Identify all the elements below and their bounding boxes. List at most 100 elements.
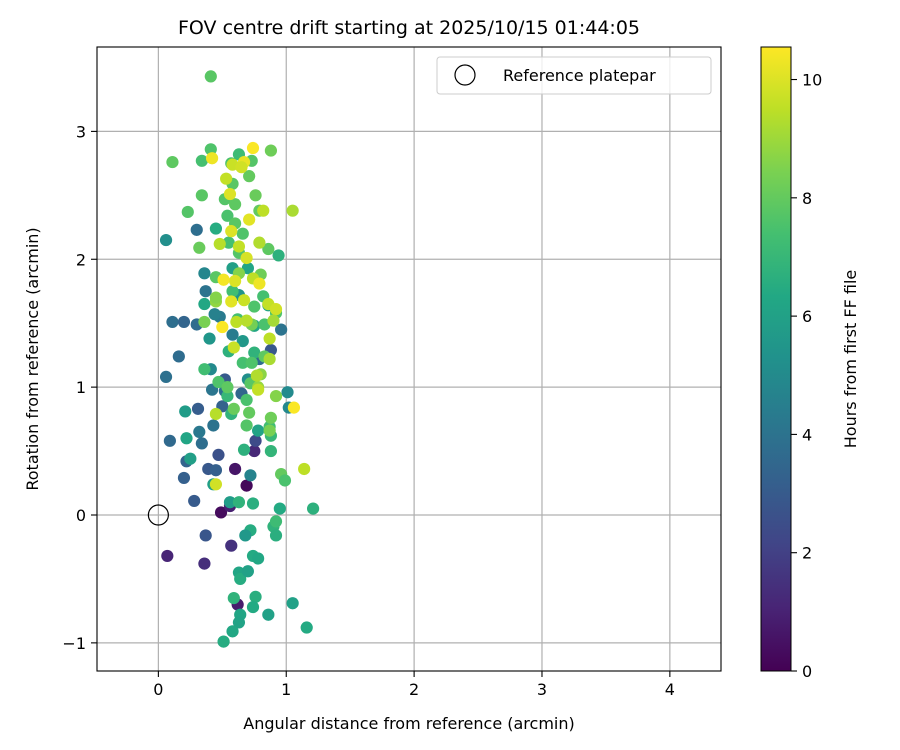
data-point-2-31: [300, 621, 313, 634]
data-point-4-29: [250, 369, 263, 382]
colorbar-tick-label-0: 0: [802, 662, 812, 681]
data-point-3-18: [222, 236, 235, 249]
plot-area: 0 1 2 3 4 −1 0 1 2 3: [62, 46, 722, 699]
colorbar-tick-label-10: 10: [802, 71, 822, 90]
data-point-2-27: [226, 625, 239, 638]
data-point-0-6: [198, 557, 211, 570]
data-point-1-4: [177, 471, 191, 485]
data-point-3-35: [198, 363, 211, 376]
data-point-0-0: [214, 506, 228, 519]
data-point-2-51: [209, 222, 223, 235]
data-point-1-0: [199, 529, 212, 542]
colorbar: 0 2 4 6 8 10 Hours from first FF file: [760, 46, 860, 681]
data-point-3-45: [263, 424, 276, 437]
data-point-2-5: [236, 334, 249, 348]
data-point-0-3: [240, 479, 253, 492]
data-point-3-34: [245, 356, 258, 369]
data-point-3-50: [209, 291, 223, 304]
colorbar-label: Hours from first FF file: [841, 270, 860, 449]
data-point-0-5: [161, 549, 174, 563]
data-point-2-13: [232, 496, 246, 509]
data-point-1-23: [199, 285, 212, 298]
data-point-4-26: [240, 314, 253, 327]
data-point-3-47: [269, 389, 283, 403]
reference-platepar-marker: [147, 504, 169, 526]
data-point-1-27: [226, 328, 239, 341]
data-point-4-7: [257, 204, 270, 217]
colorbar-tick-label-6: 6: [802, 307, 812, 326]
data-point-2-23: [246, 600, 260, 614]
plot-frame: [96, 46, 722, 672]
data-point-4-5: [223, 187, 237, 201]
data-point-2-47: [180, 432, 193, 445]
data-point-2-43: [179, 405, 192, 418]
data-point-3-44: [240, 419, 253, 432]
tick-layer: 0 1 2 3 4 −1 0 1 2 3: [62, 122, 675, 699]
colorbar-ticks: 0 2 4 6 8 10: [791, 71, 822, 681]
data-point-2-48: [272, 249, 285, 262]
data-point-4-32: [287, 401, 301, 414]
data-point-2-12: [223, 496, 237, 509]
reference-layer: [147, 504, 169, 526]
data-point-1-28: [275, 323, 288, 336]
data-point-2-55: [241, 262, 254, 275]
data-point-4-14: [240, 251, 253, 265]
data-point-2-1: [198, 267, 211, 280]
data-point-4-28: [263, 332, 276, 345]
data-point-4-31: [209, 407, 223, 421]
data-point-1-24: [190, 223, 203, 236]
data-point-4-22: [267, 314, 280, 327]
data-point-2-32: [306, 502, 320, 515]
data-point-2-22: [249, 590, 262, 603]
data-point-1-19: [172, 350, 185, 363]
data-point-4-13: [253, 236, 266, 249]
data-point-3-12: [228, 198, 242, 211]
data-point-3-48: [198, 315, 211, 329]
y-tick-label-1: 1: [76, 378, 86, 397]
data-point-2-46: [248, 346, 261, 359]
data-point-4-0: [205, 152, 219, 165]
data-point-4-11: [232, 240, 246, 253]
data-point-1-6: [195, 437, 208, 450]
data-point-2-37: [264, 444, 278, 458]
y-tick-label-0: 0: [76, 506, 86, 525]
data-point-3-43: [278, 474, 292, 487]
legend-box: [436, 56, 712, 95]
data-point-3-15: [221, 209, 234, 222]
data-point-4-10: [225, 225, 238, 238]
data-point-2-50: [198, 297, 211, 311]
legend-entry-reference: Reference platepar: [503, 66, 656, 85]
points-layer: [159, 70, 320, 648]
data-point-2-33: [273, 502, 286, 515]
data-point-4-34: [209, 478, 223, 491]
data-point-2-35: [269, 515, 283, 528]
data-point-0-2: [228, 462, 242, 476]
data-point-3-32: [236, 356, 249, 369]
data-point-0-7: [225, 539, 238, 552]
y-tick-label-3: 3: [76, 122, 86, 141]
data-point-3-14: [181, 205, 194, 219]
data-point-4-3: [246, 141, 260, 155]
data-point-3-9: [243, 170, 256, 183]
data-point-2-52: [184, 452, 197, 465]
data-point-4-35: [263, 352, 276, 366]
data-point-4-16: [217, 273, 230, 286]
data-point-2-36: [269, 529, 283, 542]
data-point-2-24: [227, 592, 240, 605]
data-point-0-8: [248, 444, 261, 458]
data-point-4-30: [252, 383, 265, 396]
data-point-4-15: [228, 274, 242, 288]
legend-marker-reference: [454, 64, 476, 86]
x-tick-label-1: 1: [281, 680, 291, 699]
data-point-4-23: [225, 295, 238, 308]
data-point-3-17: [262, 242, 275, 256]
data-point-4-19: [253, 277, 266, 290]
data-point-1-11: [191, 402, 205, 415]
data-point-3-1: [166, 155, 179, 169]
data-point-1-7: [163, 434, 176, 447]
data-point-2-28: [217, 635, 230, 648]
legend: Reference platepar: [436, 56, 712, 95]
data-point-4-12: [243, 213, 256, 226]
data-point-3-7: [195, 154, 208, 167]
